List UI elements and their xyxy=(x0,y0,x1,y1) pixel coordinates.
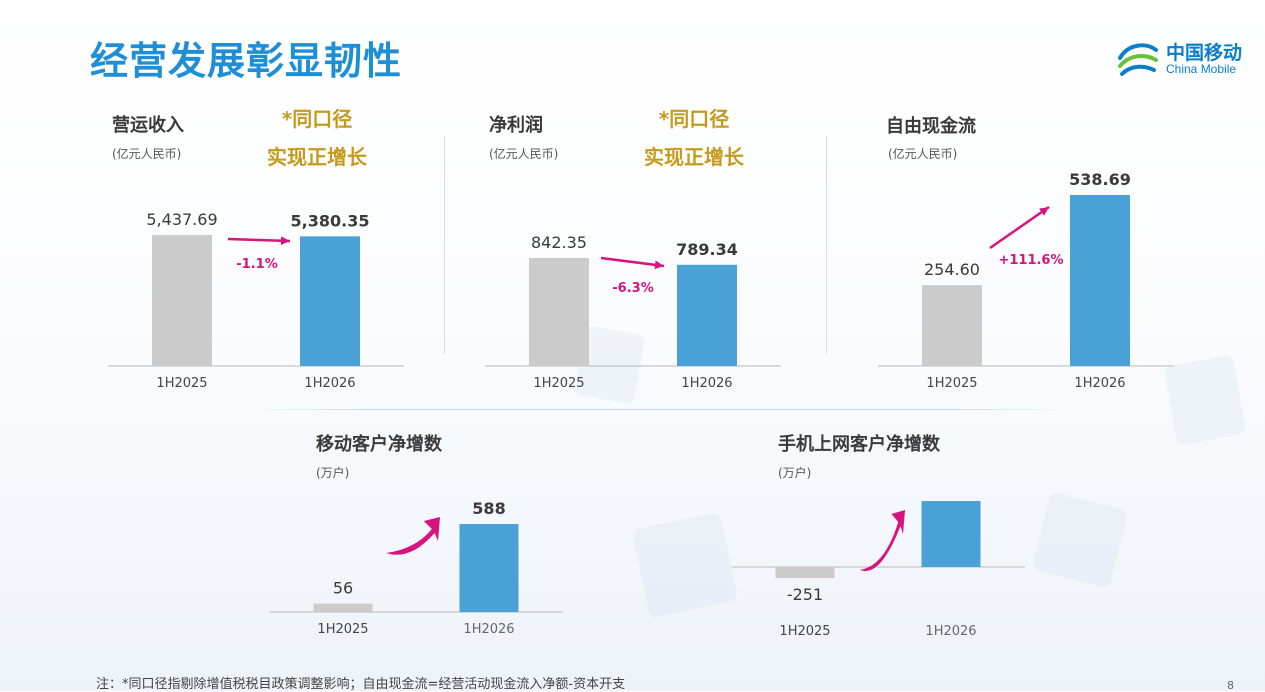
tick-label: 1H2025 xyxy=(317,622,368,637)
change-arrow xyxy=(989,205,1050,250)
bar-1H2026 xyxy=(1070,195,1130,366)
chart-unit-handset-data-net-adds: (万户) xyxy=(778,466,812,480)
tick-label: 1H2025 xyxy=(779,624,830,639)
tick-label: 1H2025 xyxy=(156,376,207,391)
logo-text-en: China Mobile xyxy=(1166,62,1237,76)
data-label: 5,437.69 xyxy=(146,210,217,229)
chart-title-free-cash-flow: 自由现金流 xyxy=(886,116,976,137)
change-arrow xyxy=(600,256,665,268)
chart-unit-mobile-net-adds: (万户) xyxy=(316,466,350,480)
data-label: 254.60 xyxy=(924,260,980,279)
bar-1H2025 xyxy=(313,603,373,612)
page-number: 8 xyxy=(1227,679,1234,692)
china-mobile-logo-icon xyxy=(1118,43,1158,76)
change-arrow-head xyxy=(654,260,664,270)
chart-title-net-profit: 净利润 xyxy=(489,115,543,136)
bar-1H2026 xyxy=(921,501,981,567)
change-arrow-head xyxy=(280,236,290,246)
bar-1H2025 xyxy=(152,235,212,366)
chart-unit-revenue: (亿元人民币) xyxy=(112,147,182,161)
tick-label: 1H2026 xyxy=(304,376,355,391)
data-label: 538.69 xyxy=(1069,170,1131,189)
chart-unit-free-cash-flow: (亿元人民币) xyxy=(888,147,958,161)
bar-1H2025 xyxy=(922,285,982,366)
bar-1H2026 xyxy=(677,264,737,366)
panel-divider xyxy=(444,136,445,354)
company-logo: 中国移动 China Mobile xyxy=(1116,36,1256,80)
tick-label: 1H2026 xyxy=(925,624,976,639)
tick-label: 1H2025 xyxy=(533,376,584,391)
chart-title-mobile-net-adds: 移动客户净增数 xyxy=(316,434,442,455)
footnote: 注：*同口径指剔除增值税税目政策调整影响；自由现金流=经营活动现金流入净额-资本… xyxy=(96,677,626,692)
data-label: 56 xyxy=(333,579,353,598)
growth-arrow xyxy=(386,517,440,555)
data-label: 588 xyxy=(472,499,505,518)
tick-label: 1H2026 xyxy=(681,376,732,391)
tick-label: 1H2026 xyxy=(463,622,514,637)
change-arrow-head xyxy=(1039,207,1049,216)
data-label: -251 xyxy=(787,585,823,604)
highlight-line2-net-profit: 实现正增长 xyxy=(644,145,744,169)
page-title: 经营发展彰显韧性 xyxy=(90,39,403,83)
highlight-line2-revenue: 实现正增长 xyxy=(267,145,367,169)
change-label: -1.1% xyxy=(236,257,277,272)
chart-title-revenue: 营运收入 xyxy=(112,115,184,136)
bar-1H2025 xyxy=(529,258,589,366)
chart-title-handset-data-net-adds: 手机上网客户净增数 xyxy=(778,434,940,455)
change-arrow xyxy=(227,237,291,243)
highlight-line1-revenue: *同口径 xyxy=(281,107,353,131)
change-label: +111.6% xyxy=(998,253,1063,268)
section-divider xyxy=(238,409,1076,410)
data-label: 5,380.35 xyxy=(291,211,370,230)
change-label: -6.3% xyxy=(612,281,653,296)
data-label: 789.34 xyxy=(676,240,738,259)
tick-label: 1H2026 xyxy=(1074,376,1125,391)
data-label: 842.35 xyxy=(531,233,587,252)
tick-label: 1H2025 xyxy=(926,376,977,391)
bar-1H2025 xyxy=(775,567,835,579)
bar-1H2026 xyxy=(300,236,360,366)
panel-divider xyxy=(826,136,827,354)
bar-1H2026 xyxy=(459,524,519,612)
chart-unit-net-profit: (亿元人民币) xyxy=(489,147,559,161)
growth-arrow xyxy=(860,510,905,572)
highlight-line1-net-profit: *同口径 xyxy=(658,107,730,131)
logo-text-cn: 中国移动 xyxy=(1166,42,1243,64)
